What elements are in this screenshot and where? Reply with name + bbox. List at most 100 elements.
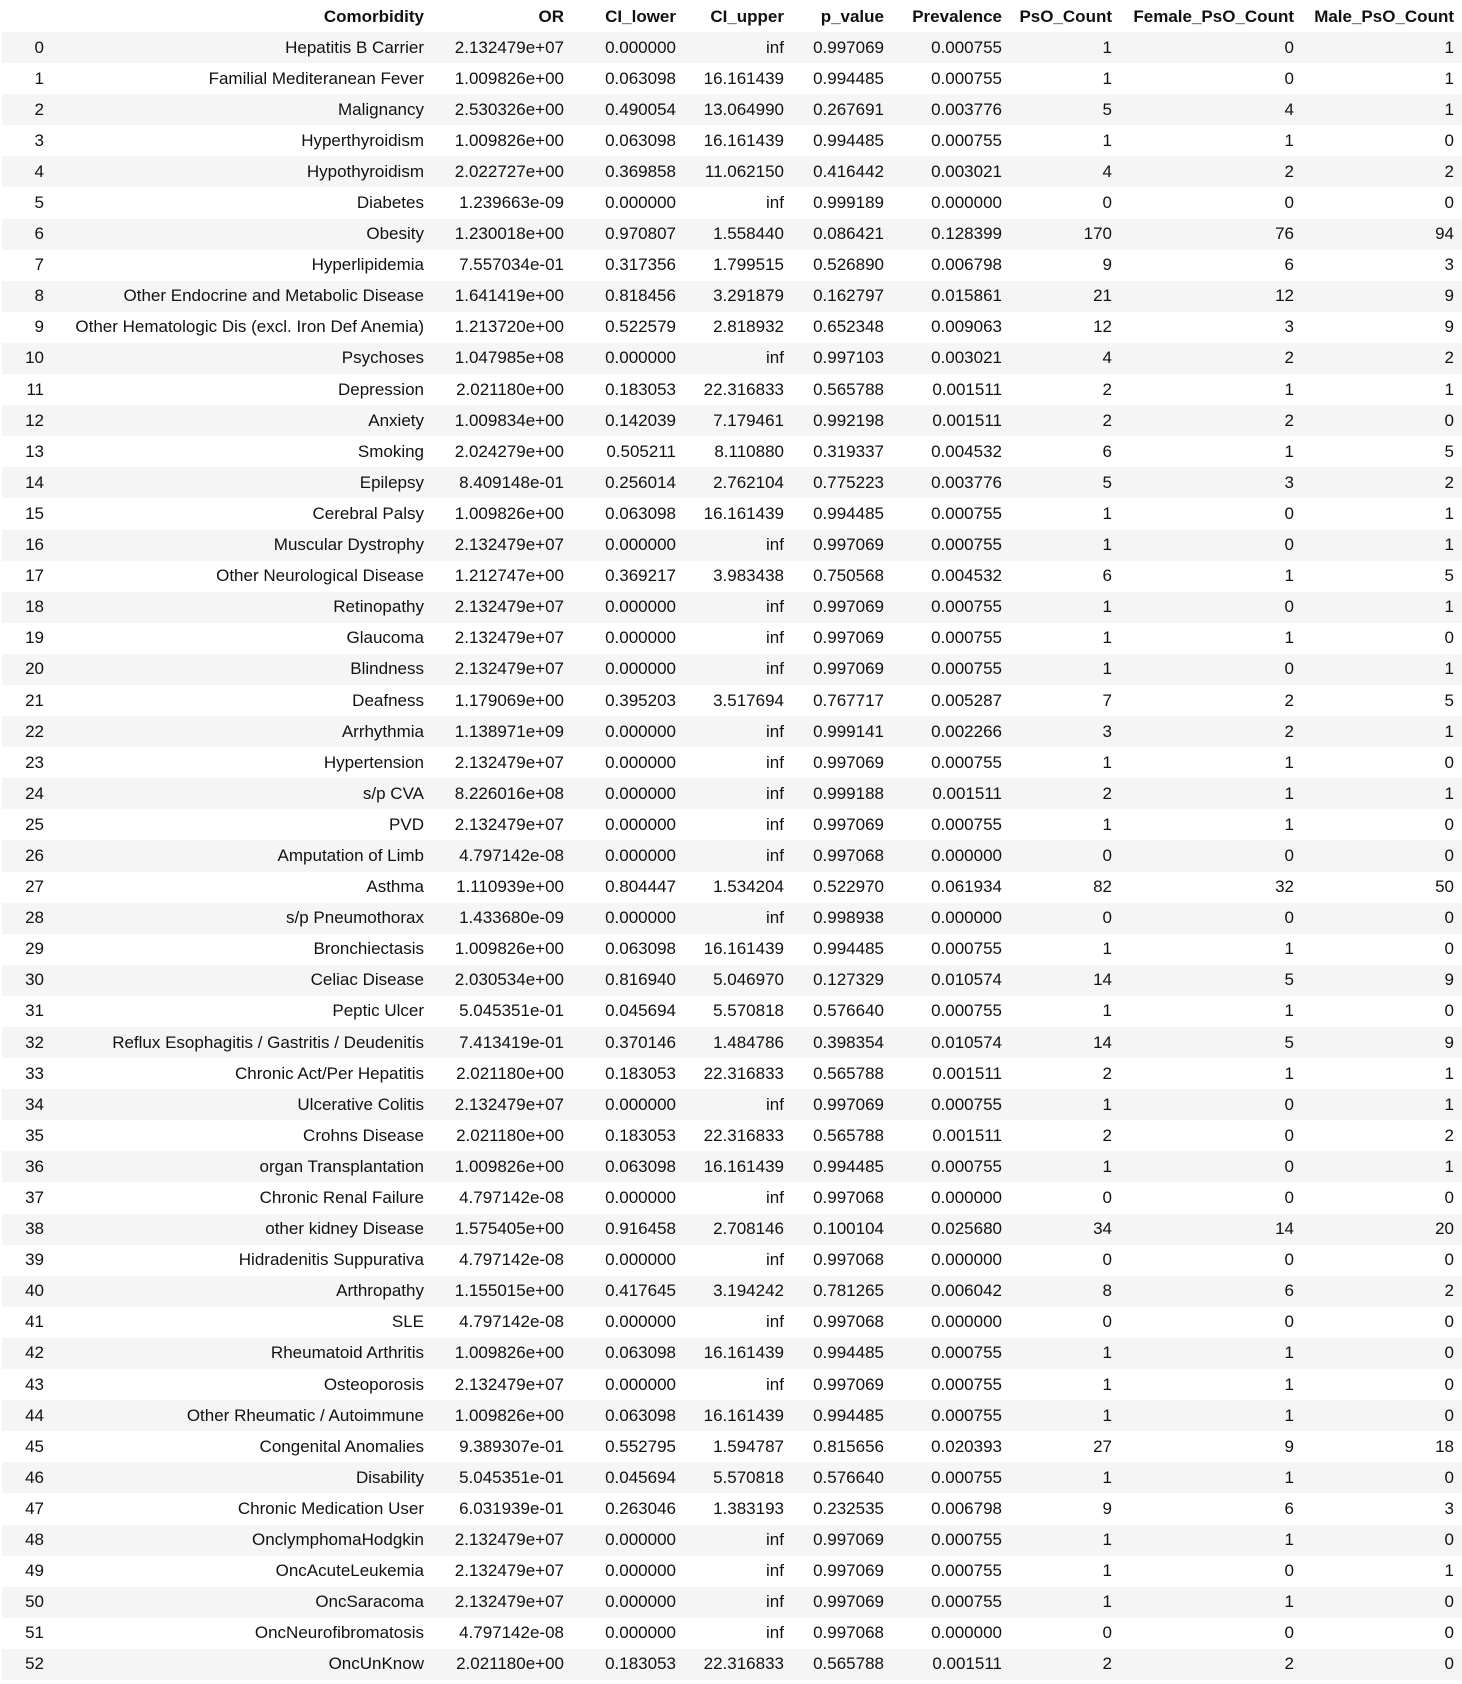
cell-ci-lower: 0.000000 [605,1592,676,1612]
cell-comorbidity: Malignancy [338,99,424,119]
table-row: 31 Peptic Ulcer 5.045351e-01 0.045694 5.5708… [2,995,1462,1027]
cell-ci-upper: 22.316833 [703,1125,784,1145]
cell-or: 2.132479e+07 [454,1592,564,1612]
cell-male-pso-count: 0 [1444,1405,1454,1425]
cell-comorbidity: Familial Mediteranean Fever [208,68,424,88]
cell-or: 2.021180e+00 [456,1125,564,1145]
cell-male-pso-count: 0 [1444,939,1454,959]
cell-male-pso-count: 1 [1444,721,1454,741]
cell-ci-lower: 0.000000 [605,597,676,617]
cell-pso-count: 1 [1102,1001,1112,1021]
cell-comorbidity: Chronic Renal Failure [259,1188,424,1208]
cell-or: 4.797142e-08 [459,1250,564,1270]
cell-ci-lower: 0.000000 [605,193,676,213]
cell-or: 2.132479e+07 [454,1561,564,1581]
cell-male-pso-count: 2 [1444,348,1454,368]
cell-female-pso-count: 6 [1284,255,1294,275]
cell-ci-lower: 0.000000 [605,721,676,741]
cell-index: 33 [25,1063,44,1083]
cell-ci-upper: 2.708146 [713,1219,784,1239]
cell-pso-count: 14 [1093,1032,1112,1052]
cell-comorbidity: Diabetes [356,193,424,213]
cell-pso-count: 1 [1102,628,1112,648]
cell-index: 31 [25,1001,44,1021]
cell-ci-upper: inf [766,535,784,555]
cell-prevalence: 0.002266 [931,721,1002,741]
column-header-prevalence: Prevalence [912,7,1002,26]
cell-ci-upper: 16.161439 [703,503,784,523]
cell-index: 8 [34,286,44,306]
table-row: 40 Arthropathy 1.155015e+00 0.417645 3.19424… [2,1275,1462,1307]
cell-or: 1.009834e+00 [454,410,564,430]
cell-male-pso-count: 9 [1444,1032,1454,1052]
cell-pso-count: 2 [1102,379,1112,399]
table-row: 18 Retinopathy 2.132479e+07 0.000000 inf 0.99… [2,591,1462,623]
cell-p-value: 0.100104 [813,1219,884,1239]
table-row: 12 Anxiety 1.009834e+00 0.142039 7.179461 0.9… [2,405,1462,437]
cell-index: 45 [25,1436,44,1456]
cell-or: 1.009826e+00 [454,1405,564,1425]
cell-p-value: 0.232535 [813,1498,884,1518]
cell-ci-lower: 0.045694 [605,1467,676,1487]
cell-p-value: 0.999141 [813,721,884,741]
cell-prevalence: 0.000755 [931,1374,1002,1394]
table-row: 46 Disability 5.045351e-01 0.045694 5.570818… [2,1462,1462,1494]
cell-or: 1.575405e+00 [454,1219,564,1239]
cell-comorbidity: Osteoporosis [323,1374,424,1394]
table-row: 9 Other Hematologic Dis (excl. Iron Def A… [2,311,1462,343]
cell-index: 1 [34,68,44,88]
cell-pso-count: 1 [1102,597,1112,617]
cell-index: 20 [25,659,44,679]
cell-comorbidity: OncSaracoma [315,1592,424,1612]
cell-p-value: 0.998938 [813,908,884,928]
cell-or: 8.409148e-01 [459,472,564,492]
cell-pso-count: 2 [1102,1125,1112,1145]
cell-prevalence: 0.006798 [931,255,1002,275]
cell-male-pso-count: 1 [1444,597,1454,617]
cell-p-value: 0.997069 [813,814,884,834]
cell-female-pso-count: 5 [1284,970,1294,990]
cell-index: 50 [25,1592,44,1612]
table-row: 1 Familial Mediteranean Fever 1.009826e+00… [2,63,1462,95]
table-row: 33 Chronic Act/Per Hepatitis 2.021180e+00 0… [2,1058,1462,1090]
cell-female-pso-count: 2 [1284,348,1294,368]
cell-ci-lower: 0.000000 [605,1312,676,1332]
cell-p-value: 0.997069 [813,628,884,648]
cell-ci-lower: 0.000000 [605,908,676,928]
cell-male-pso-count: 0 [1444,1343,1454,1363]
column-header-index [2,2,52,32]
table-row: 16 Muscular Dystrophy 2.132479e+07 0.000000… [2,529,1462,561]
cell-female-pso-count: 1 [1284,441,1294,461]
cell-or: 2.024279e+00 [454,441,564,461]
cell-or: 2.132479e+07 [454,37,564,57]
cell-or: 1.212747e+00 [454,566,564,586]
cell-prevalence: 0.000000 [931,1312,1002,1332]
cell-index: 41 [25,1312,44,1332]
cell-prevalence: 0.000755 [931,628,1002,648]
cell-comorbidity: Glaucoma [346,628,424,648]
cell-ci-lower: 0.000000 [605,348,676,368]
cell-p-value: 0.997068 [813,1623,884,1643]
cell-index: 35 [25,1125,44,1145]
cell-or: 2.530326e+00 [454,99,564,119]
cell-male-pso-count: 2 [1444,472,1454,492]
cell-female-pso-count: 2 [1284,690,1294,710]
cell-ci-upper: inf [766,1623,784,1643]
cell-comorbidity: Asthma [366,877,424,897]
cell-p-value: 0.997103 [813,348,884,368]
cell-female-pso-count: 32 [1275,877,1294,897]
cell-ci-lower: 0.063098 [605,1156,676,1176]
cell-prevalence: 0.000755 [931,752,1002,772]
cell-or: 2.132479e+07 [454,535,564,555]
cell-pso-count: 170 [1083,224,1112,244]
cell-ci-lower: 0.490054 [605,99,676,119]
cell-ci-upper: 1.484786 [713,1032,784,1052]
cell-comorbidity: SLE [391,1312,424,1332]
table-row: 0 Hepatitis B Carrier 2.132479e+07 0.000000… [2,32,1462,64]
cell-or: 2.132479e+07 [454,659,564,679]
cell-comorbidity: Chronic Act/Per Hepatitis [235,1063,424,1083]
cell-female-pso-count: 0 [1284,908,1294,928]
table-row: 42 Rheumatoid Arthritis 1.009826e+00 0.0630… [2,1337,1462,1370]
cell-male-pso-count: 18 [1435,1436,1454,1456]
